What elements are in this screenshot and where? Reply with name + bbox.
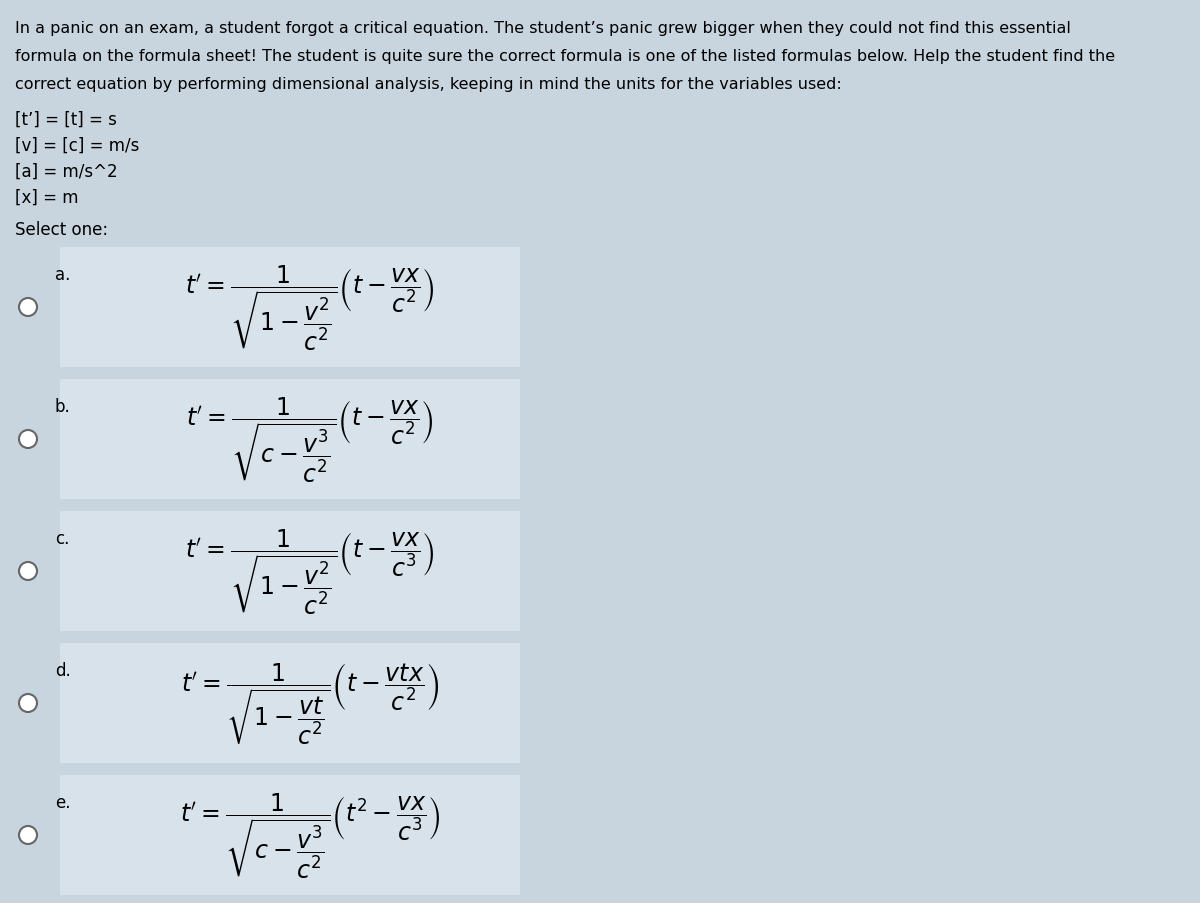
Bar <box>60 643 520 763</box>
Bar <box>60 775 520 895</box>
Text: Select one:: Select one: <box>14 220 108 238</box>
Text: In a panic on an exam, a student forgot a critical equation. The student’s panic: In a panic on an exam, a student forgot … <box>14 21 1070 35</box>
Text: [t’] = [t] = s: [t’] = [t] = s <box>14 111 116 129</box>
Text: d.: d. <box>55 661 71 679</box>
Text: correct equation by performing dimensional analysis, keeping in mind the units f: correct equation by performing dimension… <box>14 77 841 91</box>
Text: [v] = [c] = m/s: [v] = [c] = m/s <box>14 137 139 154</box>
Text: [x] = m: [x] = m <box>14 189 78 207</box>
Text: $t' = \dfrac{1}{\sqrt{1 - \dfrac{vt}{c^2}}}\left(t - \dfrac{vtx}{c^2}\right)$: $t' = \dfrac{1}{\sqrt{1 - \dfrac{vt}{c^2… <box>181 660 439 746</box>
Text: [a] = m/s^2: [a] = m/s^2 <box>14 163 118 181</box>
Bar <box>60 379 520 499</box>
Text: $t' = \dfrac{1}{\sqrt{1 - \dfrac{v^2}{c^2}}}\left(t - \dfrac{vx}{c^2}\right)$: $t' = \dfrac{1}{\sqrt{1 - \dfrac{v^2}{c^… <box>185 263 434 352</box>
Text: formula on the formula sheet! The student is quite sure the correct formula is o: formula on the formula sheet! The studen… <box>14 49 1115 63</box>
Circle shape <box>19 826 37 844</box>
Text: $t' = \dfrac{1}{\sqrt{c - \dfrac{v^3}{c^2}}}\left(t^2 - \dfrac{vx}{c^3}\right)$: $t' = \dfrac{1}{\sqrt{c - \dfrac{v^3}{c^… <box>180 790 440 880</box>
Circle shape <box>19 563 37 581</box>
Text: c.: c. <box>55 529 70 547</box>
Text: e.: e. <box>55 793 71 811</box>
Text: a.: a. <box>55 265 71 284</box>
Text: b.: b. <box>55 397 71 415</box>
Text: $t' = \dfrac{1}{\sqrt{c - \dfrac{v^3}{c^2}}}\left(t - \dfrac{vx}{c^2}\right)$: $t' = \dfrac{1}{\sqrt{c - \dfrac{v^3}{c^… <box>186 395 433 484</box>
Circle shape <box>19 694 37 712</box>
Circle shape <box>19 431 37 449</box>
Circle shape <box>19 299 37 317</box>
Bar <box>60 247 520 368</box>
Bar <box>60 511 520 631</box>
Text: $t' = \dfrac{1}{\sqrt{1 - \dfrac{v^2}{c^2}}}\left(t - \dfrac{vx}{c^3}\right)$: $t' = \dfrac{1}{\sqrt{1 - \dfrac{v^2}{c^… <box>185 526 434 616</box>
